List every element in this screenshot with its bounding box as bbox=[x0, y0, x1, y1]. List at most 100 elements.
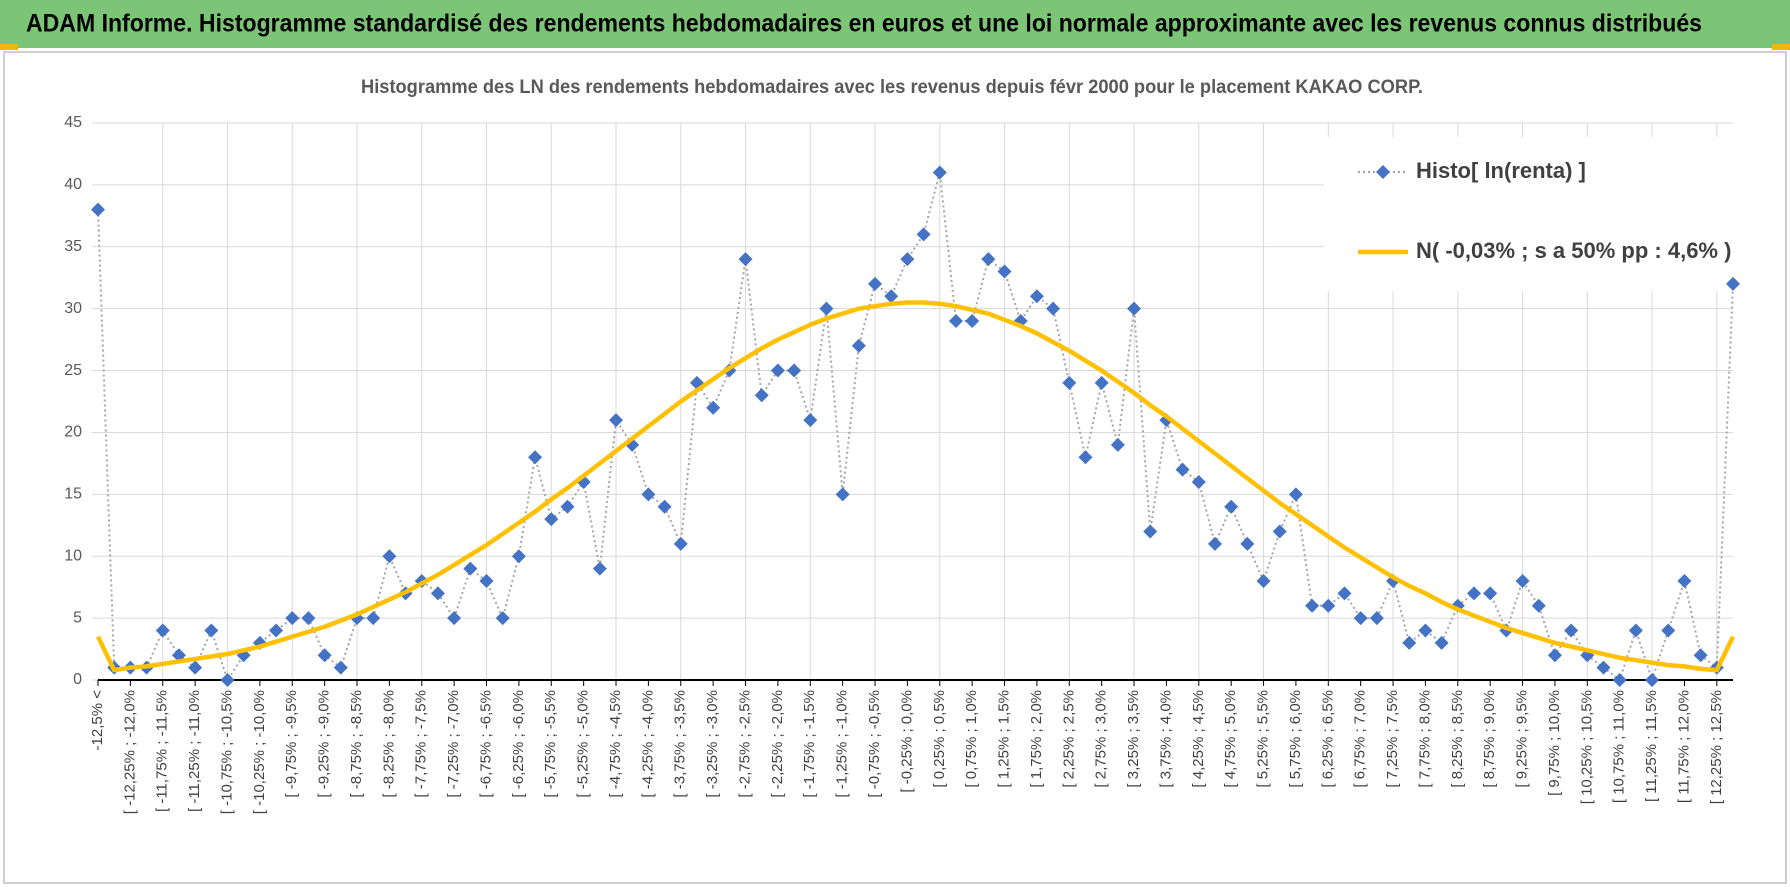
x-tick-label: [ -6,75% ; -6,5% bbox=[477, 690, 494, 798]
data-point bbox=[188, 660, 203, 675]
data-point bbox=[770, 363, 785, 378]
data-point bbox=[900, 252, 915, 267]
data-point bbox=[1483, 586, 1498, 601]
x-tick-label: [ 2,75% ; 3,0% bbox=[1093, 690, 1110, 788]
data-point bbox=[1207, 536, 1222, 551]
x-tick-label: [ 10,75% ; 11,0% bbox=[1611, 690, 1628, 803]
header-accent bbox=[1772, 44, 1790, 50]
data-point bbox=[1127, 301, 1142, 316]
data-point bbox=[916, 227, 931, 242]
data-point bbox=[382, 549, 397, 564]
data-point bbox=[1094, 375, 1109, 390]
data-point bbox=[1353, 611, 1368, 626]
data-point bbox=[1337, 586, 1352, 601]
chart-title: Histogramme des LN des rendements hebdom… bbox=[361, 77, 1423, 98]
x-tick-label: [ 6,75% ; 7,0% bbox=[1352, 690, 1369, 788]
chart-frame bbox=[3, 51, 1787, 884]
data-point bbox=[1369, 611, 1384, 626]
x-tick-label: [ 6,25% ; 6,5% bbox=[1319, 690, 1336, 788]
x-tick-label: [ 8,75% ; 9,0% bbox=[1481, 690, 1498, 788]
data-point bbox=[1402, 635, 1417, 650]
y-tick-label: 40 bbox=[64, 176, 82, 193]
data-point bbox=[447, 611, 462, 626]
page-title: ADAM Informe. Histogramme standardisé de… bbox=[26, 10, 1702, 38]
data-point bbox=[528, 450, 543, 465]
data-point bbox=[673, 536, 688, 551]
x-tick-label: [ 1,75% ; 2,0% bbox=[1028, 690, 1045, 788]
y-tick-label: 0 bbox=[73, 671, 82, 688]
x-tick-label: [ -3,75% ; -3,5% bbox=[672, 690, 689, 798]
data-point bbox=[1175, 462, 1190, 477]
data-point bbox=[803, 413, 818, 428]
x-tick-label: [ 1,25% ; 1,5% bbox=[996, 690, 1013, 788]
data-point bbox=[787, 363, 802, 378]
data-point bbox=[366, 611, 381, 626]
x-tick-label: [ 3,25% ; 3,5% bbox=[1125, 690, 1142, 788]
y-tick-label: 15 bbox=[64, 486, 82, 503]
data-point bbox=[706, 400, 721, 415]
data-point bbox=[1418, 623, 1433, 638]
data-point bbox=[1288, 487, 1303, 502]
y-tick-label: 10 bbox=[64, 547, 82, 564]
data-point bbox=[592, 561, 607, 576]
x-tick-label: [ -8,25% ; -8,0% bbox=[380, 690, 397, 798]
x-tick-label: [ 7,75% ; 8,0% bbox=[1416, 690, 1433, 788]
x-tick-label: [ 12,25% ; 12,5% bbox=[1708, 690, 1725, 804]
data-point bbox=[1677, 573, 1692, 588]
data-point bbox=[1515, 573, 1530, 588]
data-point bbox=[948, 314, 963, 329]
data-point bbox=[1434, 635, 1449, 650]
x-tick-label: [ 10,25% ; 10,5% bbox=[1578, 690, 1595, 804]
data-point bbox=[269, 623, 284, 638]
x-tick-label: [ 3,75% ; 4,0% bbox=[1157, 690, 1174, 788]
data-point bbox=[1224, 499, 1239, 514]
data-point bbox=[1645, 673, 1660, 687]
data-point bbox=[1046, 301, 1061, 316]
legend-marker bbox=[1376, 165, 1390, 179]
data-point bbox=[91, 202, 105, 217]
y-tick-label: 25 bbox=[64, 362, 82, 379]
x-tick-label: [ -2,25% ; -2,0% bbox=[769, 690, 786, 798]
data-point bbox=[1143, 524, 1158, 539]
x-tick-label: [ -7,25% ; -7,0% bbox=[445, 690, 462, 798]
x-tick-label: [ 11,25% ; 11,5% bbox=[1643, 690, 1660, 802]
x-tick-label: [ -10,25% ; -10,0% bbox=[251, 690, 268, 814]
x-tick-label: [ -1,75% ; -1,5% bbox=[801, 690, 818, 798]
x-tick-label: [ -12,25% ; -12,0% bbox=[121, 690, 138, 814]
data-point bbox=[965, 314, 980, 329]
series-line bbox=[95, 300, 1736, 673]
x-tick-label: [ 0,75% ; 1,0% bbox=[963, 690, 980, 788]
x-tick-label: [ 5,75% ; 6,0% bbox=[1287, 690, 1304, 788]
data-point bbox=[317, 648, 332, 663]
x-tick-label: [ 5,25% ; 5,5% bbox=[1255, 690, 1272, 788]
x-tick-label: [ -4,25% ; -4,0% bbox=[639, 690, 656, 798]
x-tick-label: [ -8,75% ; -8,5% bbox=[348, 690, 365, 798]
y-tick-label: 45 bbox=[64, 114, 82, 131]
data-point bbox=[511, 549, 526, 564]
data-point bbox=[155, 623, 170, 638]
data-point bbox=[544, 512, 559, 527]
data-point bbox=[1062, 375, 1077, 390]
data-point bbox=[932, 165, 947, 180]
x-tick-label: [ 2,25% ; 2,5% bbox=[1060, 690, 1077, 788]
x-tick-label: [ 11,75% ; 12,0% bbox=[1675, 690, 1692, 803]
data-point bbox=[1191, 474, 1206, 489]
data-point bbox=[430, 586, 445, 601]
data-point bbox=[1466, 586, 1481, 601]
data-point bbox=[1272, 524, 1287, 539]
data-point bbox=[609, 413, 624, 428]
data-point bbox=[220, 673, 235, 687]
x-tick-label: [ 7,25% ; 7,5% bbox=[1384, 690, 1401, 788]
data-point bbox=[1305, 598, 1320, 613]
data-point bbox=[1726, 276, 1740, 291]
data-point bbox=[1661, 623, 1676, 638]
data-point bbox=[1564, 623, 1579, 638]
x-tick-label: [ -11,25% ; -11,0% bbox=[186, 690, 203, 812]
data-point bbox=[1029, 289, 1044, 304]
x-tick-label: [ -5,75% ; -5,5% bbox=[542, 690, 559, 798]
data-point bbox=[1531, 598, 1546, 613]
x-tick-label: [ -0,75% ; -0,5% bbox=[866, 690, 883, 798]
x-tick-label: [ -2,75% ; -2,5% bbox=[736, 690, 753, 798]
data-point bbox=[641, 487, 656, 502]
